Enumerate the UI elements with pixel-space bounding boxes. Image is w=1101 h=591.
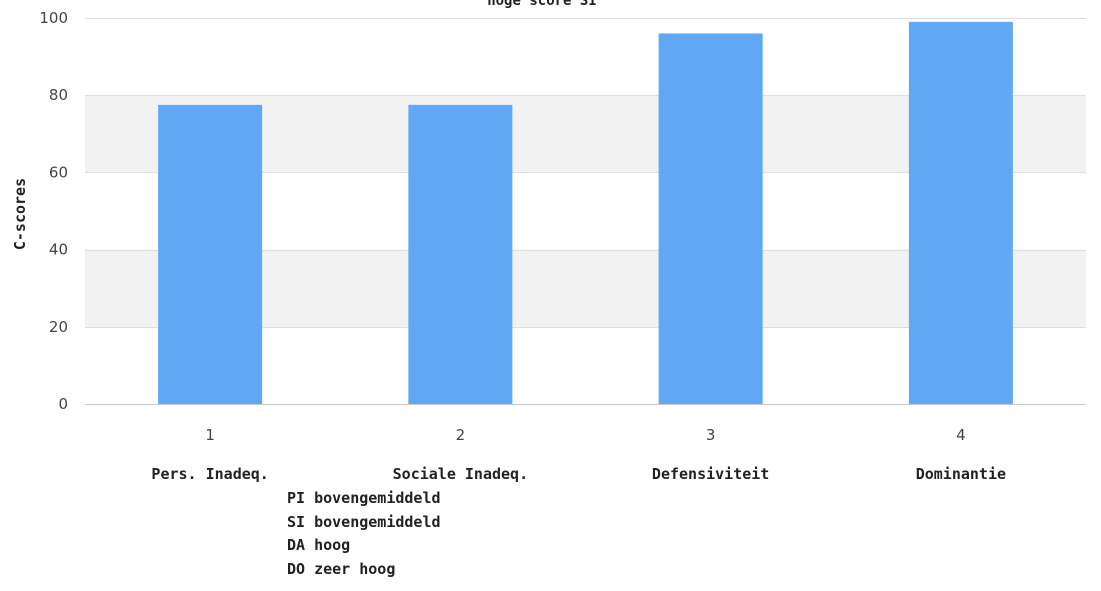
chart-title: hoge score SI — [487, 0, 597, 9]
x-tick-label: 1 — [205, 426, 215, 444]
bar — [408, 104, 513, 404]
bar — [908, 21, 1013, 405]
note-item: PI bovengemiddeld — [287, 489, 441, 507]
category-name: Sociale Inadeq. — [393, 465, 528, 483]
note-item: DA hoog — [287, 536, 351, 554]
category-name: Defensiviteit — [652, 465, 769, 483]
bar — [158, 104, 263, 404]
x-tick-labels: 1 2 3 4 — [205, 426, 965, 444]
y-tick-label: 0 — [58, 395, 68, 413]
y-tick-label: 60 — [49, 163, 68, 181]
y-axis-label: C-scores — [11, 178, 29, 250]
y-tick-label: 80 — [49, 86, 68, 104]
bar — [658, 33, 763, 404]
note-item: DO zeer hoog — [287, 559, 396, 578]
x-tick-label: 4 — [956, 426, 966, 444]
category-name: Pers. Inadeq. — [151, 465, 268, 483]
y-tick-label: 20 — [49, 318, 68, 336]
score-notes: PI bovengemiddeld SI bovengemiddeld DA h… — [287, 487, 441, 581]
category-names: Pers. Inadeq. Sociale Inadeq. Defensivitei… — [151, 465, 1006, 483]
y-tick-label: 100 — [39, 9, 68, 27]
y-tick-labels: 0 20 40 60 80 100 — [39, 9, 68, 413]
category-name: Dominantie — [916, 465, 1006, 483]
note-item: SI bovengemiddeld — [287, 512, 441, 531]
x-tick-label: 2 — [456, 426, 466, 444]
bars — [158, 21, 1013, 405]
x-tick-label: 3 — [706, 426, 716, 444]
y-tick-label: 40 — [49, 241, 68, 259]
